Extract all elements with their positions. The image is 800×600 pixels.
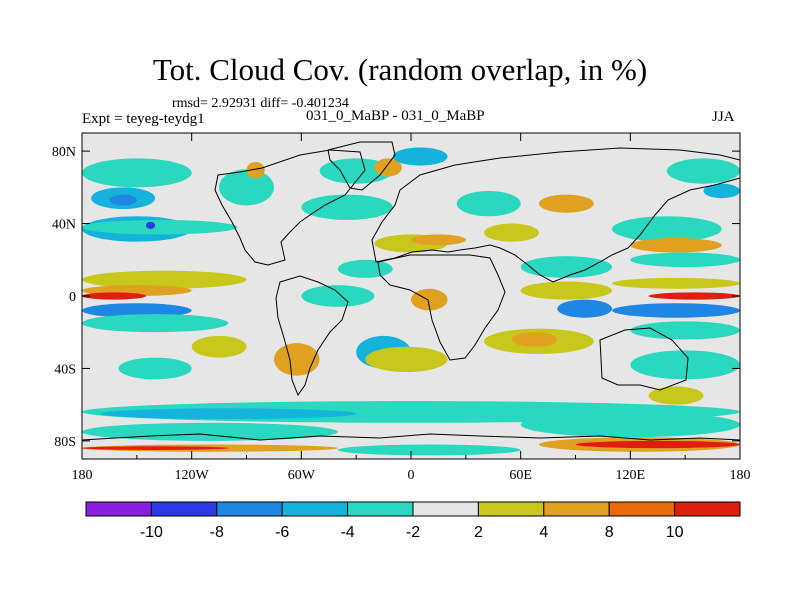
anomaly-region-54 [337,444,521,456]
colorbar-label-7: 8 [605,524,614,541]
y-tick-label-0: 80N [52,145,76,160]
anomaly-region-6 [219,169,274,206]
colorbar-bin-9 [674,501,741,517]
anomaly-region-14 [337,259,393,278]
anomaly-region-51 [520,411,740,438]
experiment-label: Expt = teyeg-teydg1 [82,111,205,127]
anomaly-region-28 [484,223,539,242]
y-tick-label-4: 80S [54,435,76,450]
anomaly-region-40 [630,321,740,340]
colorbar-bin-3 [281,501,349,517]
anomaly-region-0 [82,158,192,188]
period-subtitle: 031_0_MaBP - 031_0_MaBP [306,108,485,124]
anomaly-region-47 [100,408,357,420]
x-tick-label-3: 0 [408,468,415,483]
colorbar-label-6: 4 [539,524,548,541]
colorbar-bin-6 [477,501,545,517]
anomaly-region-10 [392,147,448,166]
season-label: JJA [712,109,735,125]
anomaly-region-35 [630,238,722,253]
anomaly-region-4 [82,219,238,235]
anomaly-field [82,147,740,456]
y-tick-label-2: 0 [69,290,76,305]
anomaly-region-15 [82,270,247,289]
anomaly-region-31 [557,299,613,318]
colorbar-label-3: -4 [340,524,354,541]
colorbar-bin-8 [608,501,676,517]
anomaly-region-26 [411,288,448,311]
anomaly-region-5 [145,221,156,229]
coastline-africa [377,254,506,361]
rmsd-diff-stats: rmsd= 2.92931 diff= -0.401234 [172,96,349,111]
x-tick-label-1: 120W [175,468,210,483]
anomaly-region-45 [538,194,594,213]
coastline-eurasia [371,147,740,283]
coastline-antarctica [82,433,740,441]
y-tick-label-1: 40N [52,218,76,233]
coastline-south-america [275,275,349,397]
colorbar-bin-1 [150,501,218,517]
colorbar-label-1: -8 [210,524,224,541]
anomaly-region-18 [82,303,192,318]
colorbar: -10 -8 -6 -4 -2 2 4 8 10 [85,501,741,541]
anomaly-region-44 [703,183,740,199]
anomaly-region-42 [648,386,704,405]
plot-title: Tot. Cloud Cov. (random overlap, in %) [152,52,648,87]
anomaly-region-50 [82,446,229,450]
anomaly-region-29 [520,256,613,278]
y-axis: 80N 40N 0 40S 80S [52,145,740,450]
anomaly-region-23 [301,285,375,307]
colorbar-label-4: -2 [406,524,420,541]
colorbar-bin-7 [543,501,610,517]
anomaly-region-43 [666,158,740,184]
anomaly-region-11 [301,194,393,220]
colorbar-bin-5 [412,501,479,517]
anomaly-region-2 [109,194,137,206]
anomaly-region-27 [456,190,521,217]
anomaly-region-37 [612,277,740,289]
y-tick-label-3: 40S [54,362,76,377]
anomaly-region-20 [191,335,247,358]
anomaly-region-41 [630,350,740,380]
coastline-greenland [327,141,396,191]
x-axis: 180 120W 60W 0 60E 120E 180 [72,133,751,483]
anomaly-region-8 [319,158,393,184]
anomaly-region-13 [411,234,466,246]
anomaly-region-17 [82,292,146,300]
anomaly-region-39 [612,303,740,318]
anomaly-region-19 [82,314,229,333]
anomaly-region-9 [374,158,402,177]
x-tick-label-6: 180 [730,468,751,483]
anomaly-region-22 [273,343,320,376]
coastline-north-america [214,149,366,266]
anomaly-region-34 [612,216,722,242]
colorbar-bin-4 [347,501,414,517]
coastlines [82,141,740,441]
x-tick-label-4: 60E [509,468,532,483]
colorbar-label-8: 10 [666,524,684,541]
anomaly-region-7 [246,161,265,179]
anomaly-region-25 [365,346,448,373]
anomaly-region-30 [520,281,613,300]
anomaly-region-53 [575,440,740,449]
colorbar-label-5: 2 [474,524,483,541]
colorbar-label-2: -6 [275,524,289,541]
coastline-australia [599,327,689,391]
anomaly-region-36 [630,252,740,268]
colorbar-bin-0 [85,501,152,517]
colorbar-bin-2 [216,501,283,517]
anomaly-region-38 [648,292,740,300]
x-tick-label-2: 60W [288,468,316,483]
anomaly-region-33 [511,332,558,347]
x-tick-label-5: 120E [616,468,646,483]
colorbar-label-0: -10 [140,524,163,541]
anomaly-region-21 [118,357,192,380]
x-tick-label-0: 180 [72,468,93,483]
